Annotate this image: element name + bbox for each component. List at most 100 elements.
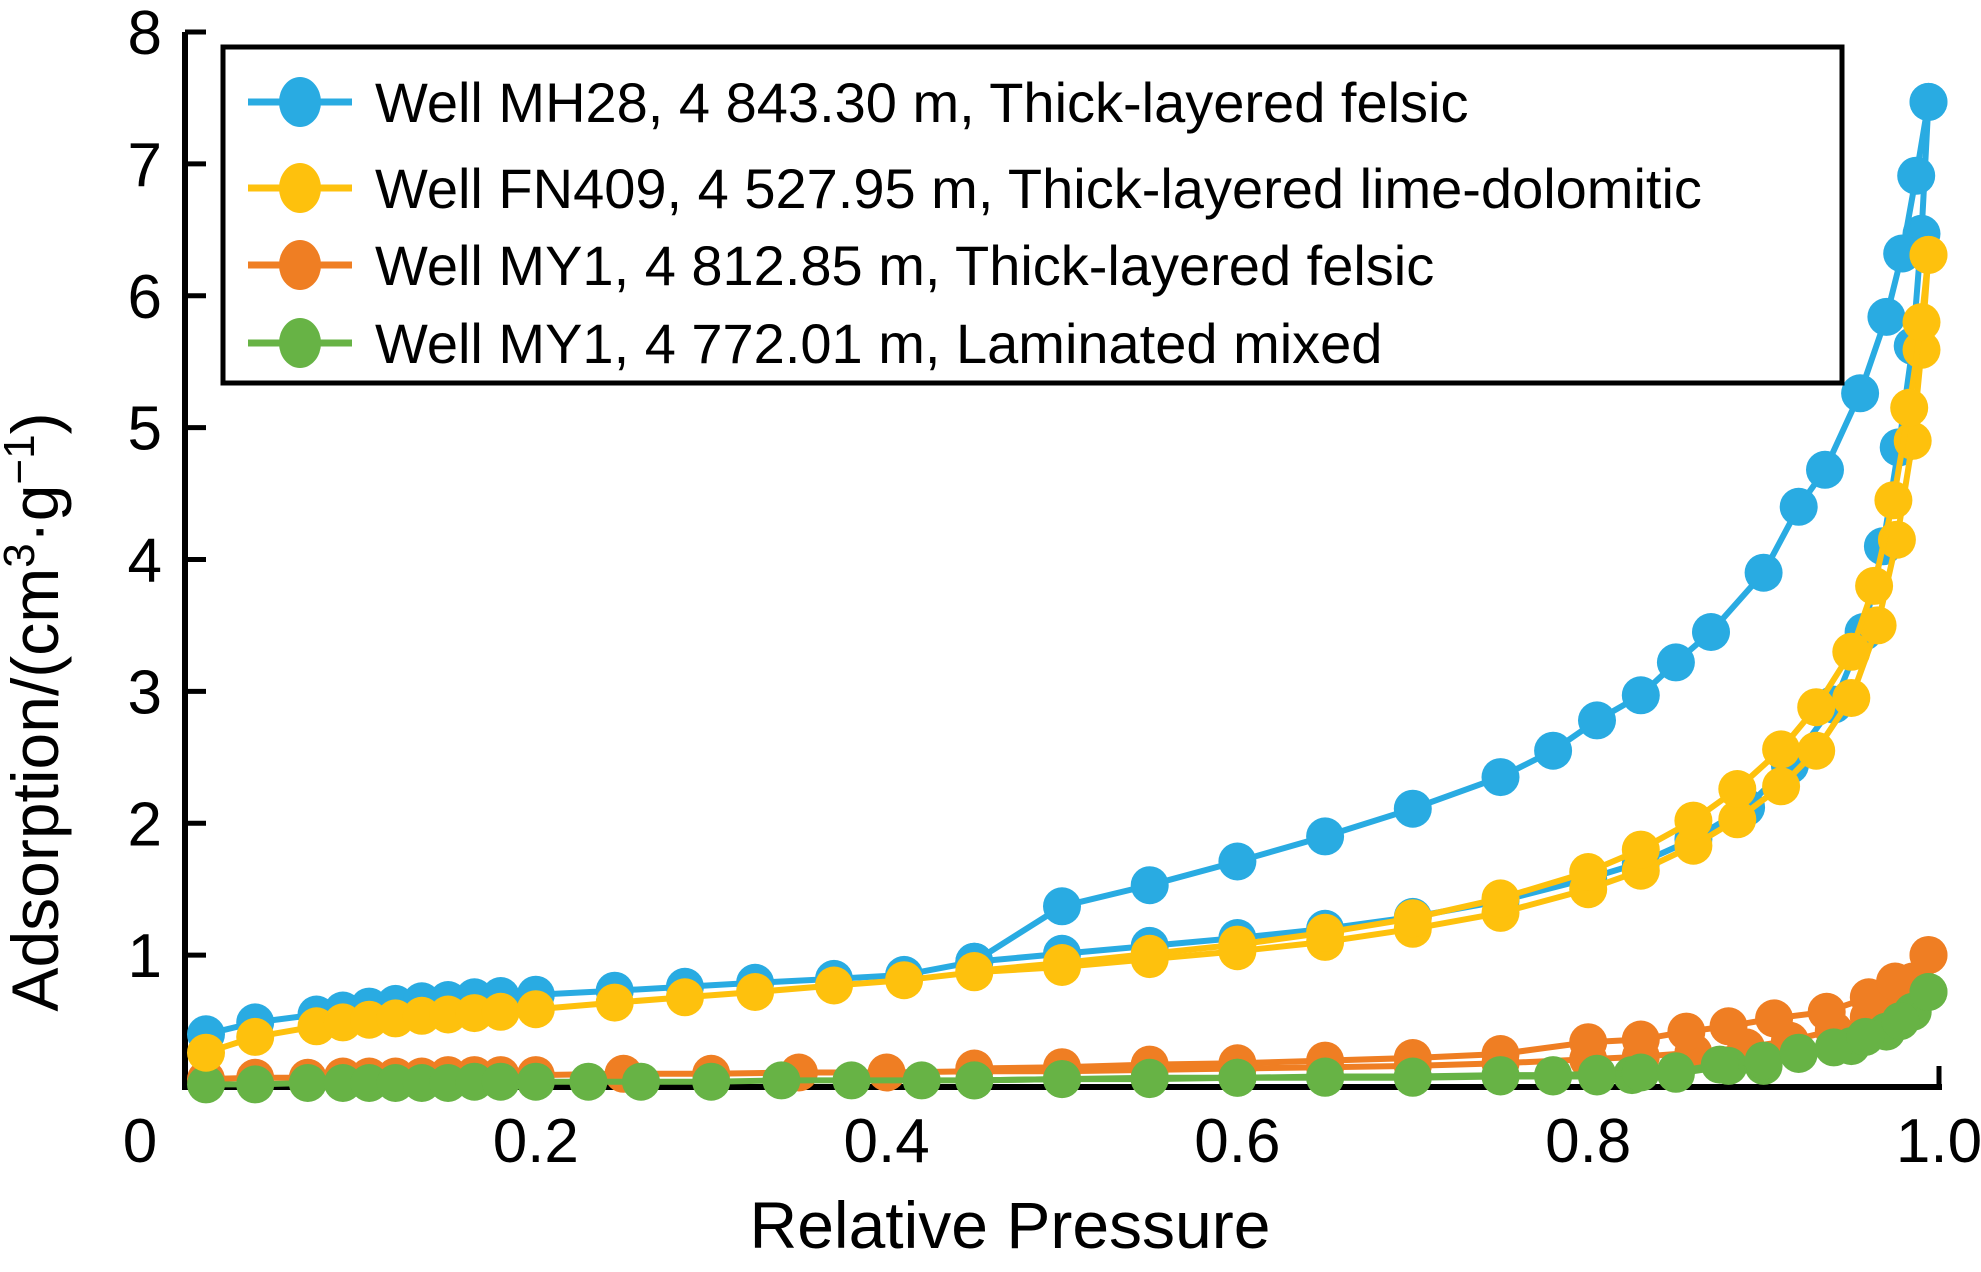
legend-marker-icon [279, 240, 321, 290]
well-my1-4772-adsorption-marker [350, 1064, 389, 1102]
y-tick-label: 8 [128, 0, 162, 68]
well-my1-4812-desorption-marker [1709, 1007, 1748, 1046]
series-well-my1-4772 [187, 973, 1948, 1104]
well-my1-4772-desorption-marker [1043, 1060, 1081, 1099]
well-my1-4772-desorption-marker [1846, 1017, 1885, 1056]
y-tick-label: 7 [128, 131, 162, 200]
y-axis-title-superscript: 3 [0, 543, 44, 567]
well-fn409-desorption-marker [1621, 830, 1660, 869]
well-my1-4772-desorption-marker [1130, 1058, 1169, 1097]
well-mh28-desorption-marker [1841, 374, 1880, 413]
well-fn409-adsorption-marker [1762, 767, 1801, 806]
well-fn409-adsorption-marker [516, 990, 555, 1029]
well-mh28-desorption-marker [1306, 817, 1345, 856]
well-my1-4812-adsorption-marker [867, 1053, 906, 1092]
well-mh28-desorption-marker [1779, 487, 1818, 526]
origin-tick-label: 0 [123, 1107, 157, 1176]
y-tick-label: 5 [128, 395, 162, 464]
well-fn409-desorption-marker [1909, 235, 1948, 274]
well-my1-4772-desorption-marker [1700, 1045, 1739, 1084]
well-my1-4772-adsorption-marker [288, 1064, 327, 1102]
legend-item-label: Well MH28, 4 843.30 m, Thick-layered fel… [375, 71, 1468, 134]
well-my1-4772-adsorption-marker [902, 1061, 941, 1100]
well-fn409-adsorption-marker [665, 978, 704, 1017]
well-my1-4772-desorption-marker [1578, 1054, 1616, 1093]
well-my1-4772-desorption-marker [1306, 1057, 1345, 1096]
legend-marker-icon [279, 318, 321, 368]
well-my1-4772-adsorption-marker [187, 1065, 225, 1104]
well-fn409-desorption-marker [1481, 879, 1520, 918]
well-my1-4812-desorption-marker [1667, 1012, 1706, 1051]
well-fn409-desorption-marker [1762, 730, 1801, 769]
well-mh28-desorption-marker [1393, 789, 1432, 828]
legend-item-label: Well MY1, 4 772.01 m, Laminated mixed [375, 312, 1382, 375]
well-fn409-desorption-marker [1832, 632, 1871, 671]
well-mh28-desorption-marker [1909, 82, 1948, 121]
well-mh28-desorption-marker [1043, 887, 1081, 926]
well-my1-4812-desorption-line [971, 952, 1932, 1072]
axes: 0 0.2 0.4 0.6 0.8 1.0 1 2 3 4 5 6 7 8 [123, 0, 1981, 1176]
well-my1-4812-desorption-marker [1569, 1023, 1608, 1062]
well-mh28-desorption-marker [1744, 553, 1783, 592]
y-tick-label: 6 [128, 263, 162, 332]
well-fn409-adsorption-marker [1858, 606, 1897, 645]
legend-item-label: Well MY1, 4 812.85 m, Thick-layered fels… [375, 234, 1434, 297]
well-fn409-desorption-marker [1393, 899, 1432, 938]
well-fn409-adsorption-marker [1902, 330, 1941, 369]
y-tick-label: 4 [128, 527, 162, 596]
well-my1-4772-adsorption-marker [516, 1062, 555, 1101]
legend: Well MH28, 4 843.30 m, Thick-layered fel… [220, 44, 1845, 386]
x-tick-label: 1.0 [1896, 1107, 1981, 1176]
well-my1-4772-adsorption-marker [762, 1061, 801, 1100]
well-my1-4772-desorption-marker [1881, 1002, 1920, 1041]
well-my1-4772-adsorption-marker [832, 1061, 871, 1100]
legend-item-well-my1-4812: Well MY1, 4 812.85 m, Thick-layered fels… [248, 234, 1434, 297]
well-my1-4812-desorption-marker [1876, 962, 1915, 1001]
well-fn409-desorption-marker [1890, 388, 1929, 427]
legend-item-well-mh28: Well MH28, 4 843.30 m, Thick-layered fel… [248, 71, 1468, 134]
well-my1-4772-adsorption-marker [455, 1062, 494, 1101]
well-mh28-desorption-marker [1656, 643, 1695, 682]
well-fn409-adsorption-marker [736, 973, 775, 1011]
legend-item-well-my1-4772: Well MY1, 4 772.01 m, Laminated mixed [248, 312, 1382, 375]
x-tick-label: 0.6 [1194, 1107, 1280, 1176]
well-fn409-desorption-marker [1902, 303, 1941, 342]
well-fn409-desorption-marker [1306, 913, 1345, 952]
well-my1-4812-desorption-marker [1909, 936, 1948, 975]
x-tick-label: 0.4 [843, 1107, 929, 1176]
well-fn409-adsorption-marker [1797, 731, 1836, 770]
well-my1-4812-desorption-marker [1807, 992, 1846, 1031]
well-my1-4772-adsorption-marker [692, 1062, 731, 1101]
well-mh28-desorption-marker [1481, 758, 1520, 797]
well-my1-4772-desorption-marker [955, 1061, 994, 1100]
well-fn409-adsorption-marker [815, 966, 853, 1005]
well-my1-4772-desorption-marker [1534, 1056, 1573, 1095]
well-fn409-desorption-marker [1043, 944, 1081, 982]
well-fn409-adsorption-marker [885, 961, 924, 1000]
well-mh28-desorption-marker [1218, 842, 1257, 881]
y-tick-label: 3 [128, 658, 162, 727]
well-my1-4772-desorption-marker [1656, 1052, 1695, 1091]
well-fn409-adsorption-marker [1718, 800, 1757, 839]
well-my1-4772-desorption-marker [1779, 1033, 1818, 1072]
legend-marker-icon [279, 163, 321, 213]
well-mh28-desorption-marker [1578, 701, 1616, 740]
well-my1-4772-adsorption-marker [622, 1062, 660, 1101]
well-my1-4772-adsorption-marker [376, 1064, 415, 1102]
well-mh28-desorption-marker [1692, 613, 1730, 651]
legend-item-well-fn409: Well FN409, 4 527.95 m, Thick-layered li… [248, 157, 1702, 220]
y-axis-title-segment: Adsorption/(cm [0, 568, 72, 1012]
well-my1-4772-desorption-marker [1909, 973, 1948, 1011]
well-fn409-desorption-marker [1569, 853, 1608, 891]
legend-item-label: Well FN409, 4 527.95 m, Thick-layered li… [375, 157, 1702, 220]
well-fn409-adsorption-marker [187, 1033, 225, 1072]
y-axis-title: Adsorption/(cm3·g−1) [0, 412, 72, 1011]
y-axis-title-superscript: −1 [0, 434, 44, 484]
well-fn409-adsorption-marker [481, 992, 520, 1031]
well-my1-4772-adsorption-marker [481, 1062, 520, 1101]
well-fn409-desorption-marker [1130, 934, 1169, 973]
well-mh28-desorption-marker [1130, 866, 1169, 905]
legend-box [220, 44, 1845, 386]
